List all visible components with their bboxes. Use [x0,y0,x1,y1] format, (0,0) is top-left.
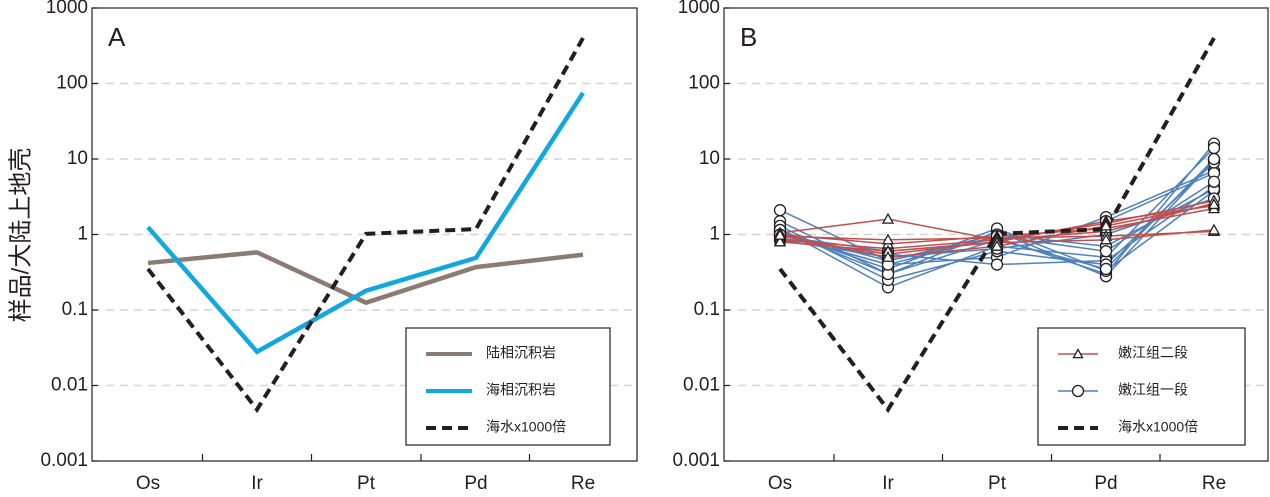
y-tick-label: 0.01 [683,375,720,396]
data-point [1099,219,1113,231]
data-point [1207,198,1221,210]
legend-label: 海水x1000倍 [486,419,566,435]
x-tick-label: Os [136,473,160,494]
data-point [773,228,787,240]
data-point [773,204,787,217]
data-point [990,258,1004,271]
y-tick-label: 100 [56,73,88,94]
y-tick-label: 1 [77,224,88,245]
y-tick-label: 1000 [678,0,720,18]
legend-box [1037,327,1246,446]
y-axis-label: 样品/大陆上地壳 [7,148,34,323]
panel-label: A [108,22,126,52]
y-tick-label: 0.1 [62,299,88,320]
y-tick-label: 1 [709,224,720,245]
data-point [1207,141,1221,155]
data-point [1207,223,1221,235]
x-tick-label: Pt [988,473,1007,494]
series-line [147,250,584,306]
x-tick-label: Re [571,473,595,494]
legend-label: 海水x1000倍 [1118,419,1198,435]
legend-label: 陆相沉积岩 [486,345,556,361]
y-tick-label: 1000 [46,0,88,18]
data-point [1099,262,1113,276]
legend-box [405,327,611,446]
x-tick-label: Pd [464,473,487,494]
y-tick-label: 10 [67,148,88,169]
data-point [881,212,895,224]
x-tick-label: Ir [251,473,263,494]
legend-label: 嫩江组二段 [1118,345,1188,361]
data-point [881,233,895,245]
y-tick-label: 0.001 [40,450,88,471]
legend-label: 嫩江组一段 [1118,382,1188,398]
data-point [1207,152,1221,166]
x-tick-label: Re [1202,473,1226,494]
x-tick-label: Pd [1094,473,1117,494]
series-line [146,37,585,414]
panel-a: 1000 100 10 1 0.1 0.01 0.001 Os Ir Pt Pd Re A 陆相沉积岩海相… [40,0,638,494]
y-tick-label: 100 [688,73,720,94]
data-point [1099,233,1113,245]
y-tick-label: 0.1 [694,299,720,320]
panel-label: B [740,22,757,52]
legend-marker [1072,348,1084,359]
data-point [773,235,787,247]
data-point [1207,175,1221,188]
data-point [881,250,895,262]
y-tick-label: 0.01 [51,375,88,396]
data-point [990,239,1004,251]
legend-label: 海相沉积岩 [486,382,556,398]
data-point [1099,245,1113,258]
series-line [146,91,585,355]
x-tick-label: Os [768,473,792,494]
legend-marker [1071,384,1085,398]
x-tick-label: Pt [357,473,376,494]
y-tick-label: 10 [699,148,720,169]
y-tick-label: 0.001 [672,450,720,471]
x-tick-label: Ir [882,473,894,494]
